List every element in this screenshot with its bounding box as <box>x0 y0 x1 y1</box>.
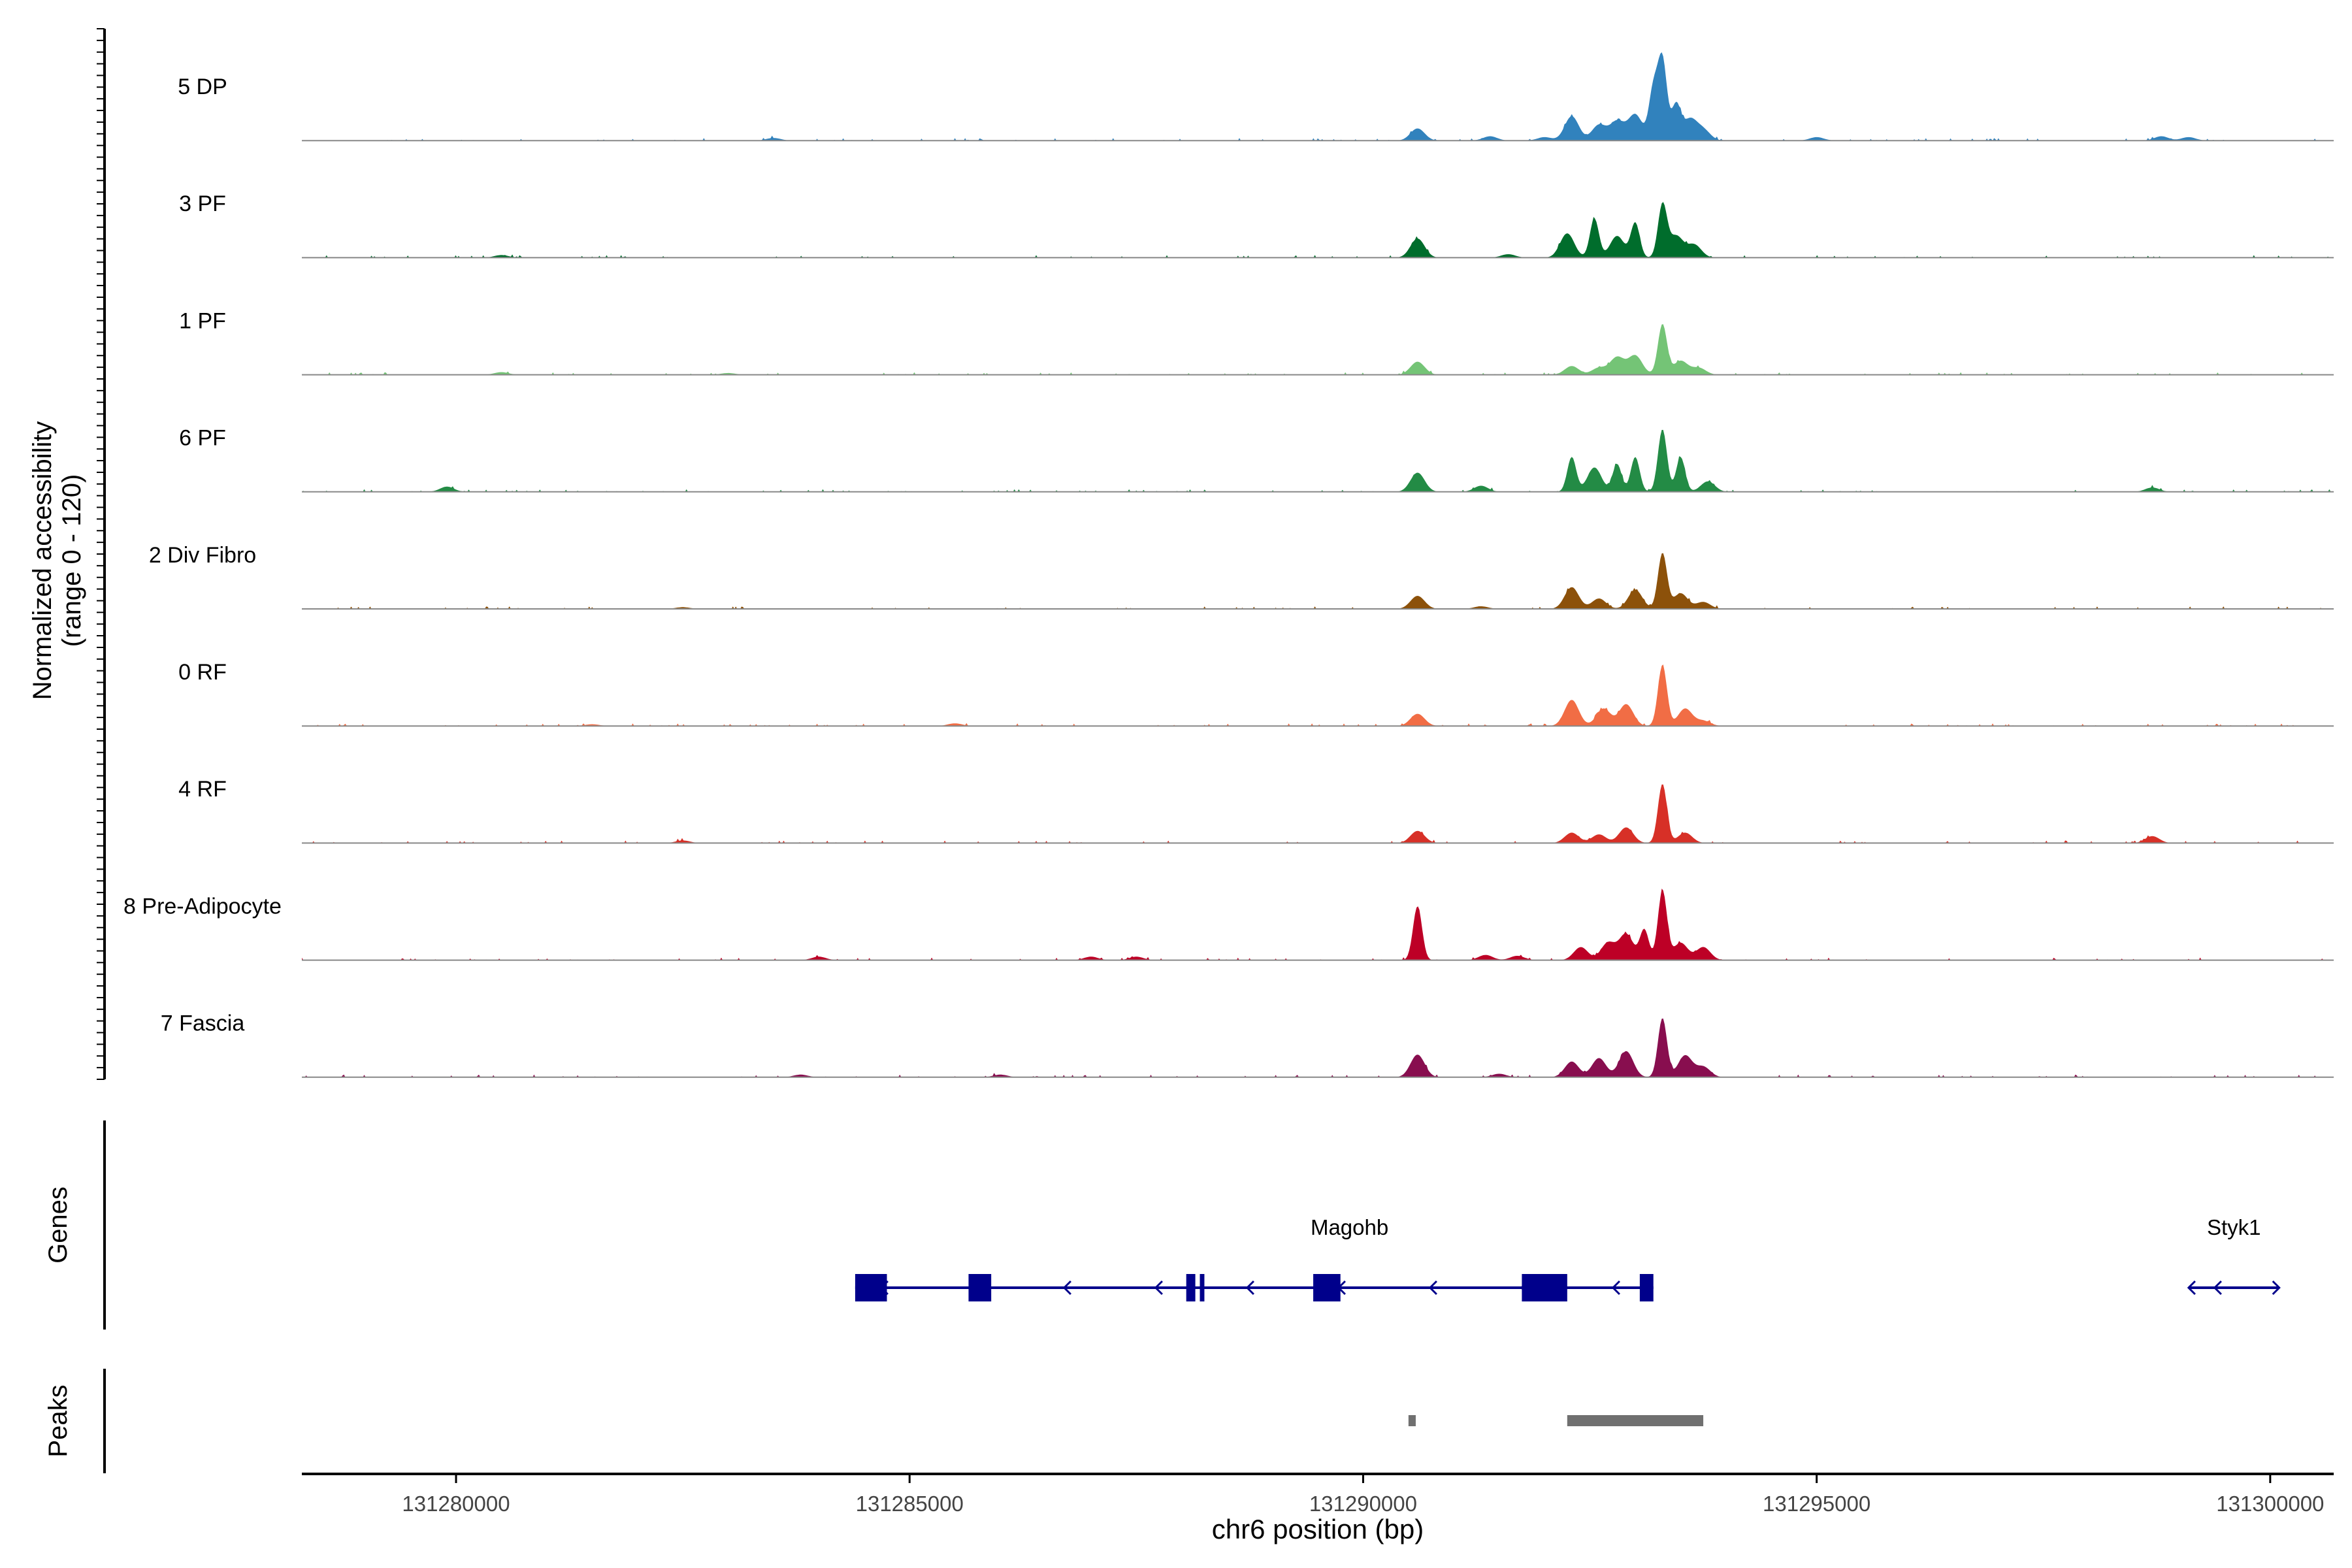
track-label: 7 Fascia <box>161 1011 245 1036</box>
peaks-track-label: Peaks <box>44 1384 73 1457</box>
track-label: 3 PF <box>179 191 226 216</box>
x-tick-label: 131300000 <box>2216 1492 2324 1516</box>
coverage-area <box>302 889 2334 960</box>
coverage-tracks: 5 DP 3 PF 1 PF 6 PF 2 Div Fibro 0 RF 4 RF 8 Pre… <box>123 52 2334 1078</box>
strand-arrow <box>1062 1280 1071 1296</box>
strand-arrow <box>1154 1280 1163 1296</box>
gene-magohb: Magohb <box>855 1215 1654 1301</box>
strand-arrow <box>971 1280 980 1296</box>
track-7-fascia: 7 Fascia <box>161 1011 2334 1078</box>
strand-arrow <box>1428 1280 1437 1296</box>
gene-exon <box>1639 1274 1654 1301</box>
x-axis-title: chr6 position (bp) <box>1212 1514 1424 1544</box>
strand-arrow <box>2187 1280 2196 1296</box>
x-tick-label: 131280000 <box>402 1492 510 1516</box>
strand-arrow <box>2213 1280 2222 1296</box>
gene-exon <box>1186 1274 1196 1301</box>
track-1-pf: 1 PF <box>179 308 2334 376</box>
strand-arrow <box>1520 1280 1529 1296</box>
gene-label: Magohb <box>1311 1215 1388 1239</box>
track-3-pf: 3 PF <box>179 191 2334 259</box>
peak-region <box>1567 1415 1704 1426</box>
x-tick-label: 131295000 <box>1763 1492 1870 1516</box>
strand-arrow <box>1611 1280 1620 1296</box>
peak-region <box>1408 1415 1416 1426</box>
track-label: 8 Pre-Adipocyte <box>123 894 282 919</box>
track-label: 6 PF <box>179 426 226 451</box>
peaks-track: Peaks <box>44 1369 1704 1473</box>
coverage-area <box>302 430 2334 492</box>
gene-exon <box>1522 1274 1567 1301</box>
gene-label: Styk1 <box>2207 1215 2261 1239</box>
genes-track-label: Genes <box>44 1186 73 1264</box>
strand-arrow <box>1337 1280 1346 1296</box>
track-5-dp: 5 DP <box>178 52 2334 142</box>
gene-exon <box>1313 1274 1341 1301</box>
x-tick-label: 131285000 <box>856 1492 964 1516</box>
track-4-rf: 4 RF <box>178 777 2334 844</box>
coverage-area <box>302 1019 2334 1077</box>
gene-exon <box>1200 1274 1205 1301</box>
coverage-area <box>302 324 2334 375</box>
track-0-rf: 0 RF <box>178 660 2334 727</box>
track-8-pre-adipocyte: 8 Pre-Adipocyte <box>123 889 2334 961</box>
y-axis: Normalized accessibility (range 0 - 120) <box>28 28 106 1080</box>
gene-end-mark <box>2272 1280 2281 1296</box>
y-axis-title: Normalized accessibility <box>28 421 57 700</box>
y-axis-subtitle: (range 0 - 120) <box>57 474 86 647</box>
x-tick-label: 131290000 <box>1309 1492 1417 1516</box>
x-axis: chr6 position (bp) 131280000 131285000 131… <box>302 1473 2334 1544</box>
track-label: 4 RF <box>178 777 227 802</box>
track-2-div-fibro: 2 Div Fibro <box>149 543 2334 610</box>
track-label: 5 DP <box>178 74 227 99</box>
track-6-pf: 6 PF <box>179 426 2334 493</box>
genes-track: Genes Magohb Styk1 <box>44 1120 2281 1330</box>
coverage-area <box>302 784 2334 843</box>
coverage-area <box>302 664 2334 727</box>
coverage-area <box>302 52 2334 141</box>
track-label: 2 Div Fibro <box>149 543 256 568</box>
gene-styk1: Styk1 <box>2187 1215 2281 1296</box>
strand-arrow <box>879 1280 889 1296</box>
strand-arrow <box>1245 1280 1254 1296</box>
track-label: 0 RF <box>178 660 227 685</box>
track-label: 1 PF <box>179 308 226 333</box>
coverage-area <box>302 553 2334 609</box>
coverage-area <box>302 202 2334 258</box>
